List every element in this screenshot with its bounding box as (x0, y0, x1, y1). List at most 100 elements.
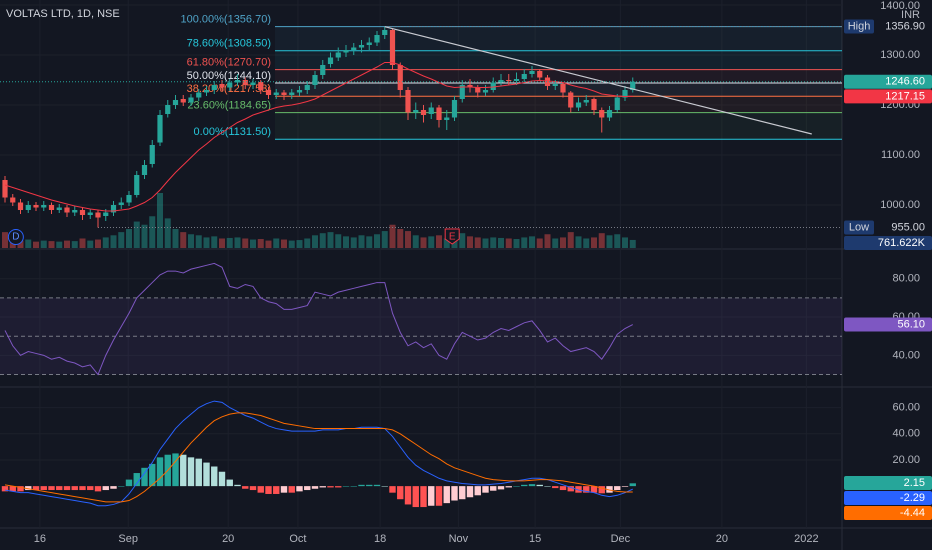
macd-histogram-bar (156, 457, 164, 487)
fib-label: 61.80%(1270.70) (187, 57, 271, 69)
volume-bar (40, 240, 47, 248)
volume-bar (412, 235, 419, 248)
macd-histogram-bar (195, 458, 202, 487)
fib-label: 100.00%(1356.70) (180, 14, 271, 26)
macd-histogram-bar (490, 486, 497, 491)
macd-histogram-bar (218, 471, 226, 487)
candle-body (459, 85, 465, 99)
candle-body (265, 90, 272, 95)
candle-body (428, 107, 434, 114)
volume-bar (257, 239, 264, 248)
candle-body (467, 85, 473, 88)
macd-histogram-bar (273, 486, 280, 494)
macd-histogram-bar (366, 484, 373, 487)
candle-body (397, 65, 403, 90)
event-marker (7, 229, 24, 245)
y-tick-label: 1000.00 (880, 199, 920, 211)
macd-histogram-bar (335, 486, 342, 488)
volume-bar (513, 239, 520, 248)
candle-body (64, 207, 70, 213)
x-tick-label: 18 (374, 533, 386, 545)
volume-bar (71, 241, 78, 248)
macd-histogram-bar (288, 486, 295, 493)
macd-histogram-bar (513, 486, 520, 487)
trend-line (384, 26, 812, 135)
macd-histogram-bar (280, 486, 288, 493)
x-tick-label: Dec (611, 533, 631, 545)
volume-bar (567, 232, 574, 248)
candle-body (273, 92, 279, 95)
candle-body (312, 75, 318, 85)
candle-body (149, 145, 155, 164)
volume-bar (25, 239, 32, 248)
candle-body (374, 35, 380, 43)
macd-histogram-bar (79, 486, 86, 491)
rsi-badge-bg (844, 317, 932, 332)
y-tick-label: 60.00 (892, 402, 920, 414)
macd-histogram-bar (552, 486, 559, 489)
volume-bar (195, 235, 202, 248)
volume-bar (102, 237, 109, 248)
macd-badge: -2.29 (900, 492, 925, 504)
macd-histogram-bar (505, 486, 512, 488)
volume-bar (552, 238, 559, 248)
candle-body (537, 71, 543, 78)
macd-histogram-bar (141, 467, 148, 487)
macd-histogram-bar (350, 486, 357, 487)
y-tick-label: 1100.00 (881, 149, 920, 161)
volume-bar (17, 240, 24, 248)
candle-body (490, 82, 496, 90)
volume-bar (583, 238, 590, 248)
candle-body (622, 90, 628, 98)
y-tick-label: 80.00 (892, 273, 920, 285)
macd-line (4, 400, 633, 507)
fib-band (275, 112, 842, 140)
macd-histogram-bar (265, 486, 272, 494)
macd-histogram-bar (149, 463, 156, 487)
macd-histogram-bar (420, 486, 427, 508)
candle-body (196, 92, 202, 98)
volume-bar (33, 241, 39, 248)
volume-bar (614, 234, 621, 248)
volume-bar (420, 237, 427, 248)
candle-body (389, 30, 396, 65)
candle-body (41, 205, 47, 208)
volume-bar (467, 236, 473, 248)
macd-histogram-bar (381, 486, 388, 487)
candle-body (188, 97, 194, 103)
macd-histogram-bar (110, 486, 117, 489)
volume-bar (428, 236, 435, 248)
high-value-bg (876, 19, 932, 34)
volume-bar (443, 238, 450, 248)
macd-histogram-bar (94, 486, 102, 492)
candle-body (110, 205, 117, 213)
candle-body (227, 82, 233, 88)
macd-histogram-bar (133, 473, 140, 487)
macd-histogram-bar (17, 486, 24, 492)
last-price-badge: 1246.60 (885, 76, 925, 88)
macd-histogram-bar (497, 486, 505, 490)
macd-histogram-bar (559, 486, 567, 491)
candle-body (219, 84, 225, 88)
macd-histogram-bar (482, 486, 489, 493)
candle-body (126, 195, 132, 203)
y-tick-label: 20.00 (892, 454, 920, 466)
macd-histogram-bar (234, 484, 241, 487)
volume-bar (219, 238, 225, 248)
volume-bar (343, 236, 349, 248)
volume-bar (436, 235, 442, 248)
y-tick-label: 1300.00 (880, 49, 920, 61)
volume-bar (482, 238, 489, 248)
volume-bar (319, 233, 326, 248)
fib-band (275, 96, 842, 113)
macd-histogram-bar (296, 486, 303, 492)
y-tick-label: 40.00 (892, 349, 920, 361)
candle-body (103, 212, 109, 216)
macd-histogram-bar (575, 486, 582, 493)
volume-bar (157, 193, 163, 248)
candle-body (281, 92, 287, 95)
macd-histogram-bar (373, 484, 381, 487)
candle-body (304, 85, 310, 90)
fib-label: 50.00%(1244.10) (187, 70, 271, 82)
volume-bar (629, 239, 636, 248)
